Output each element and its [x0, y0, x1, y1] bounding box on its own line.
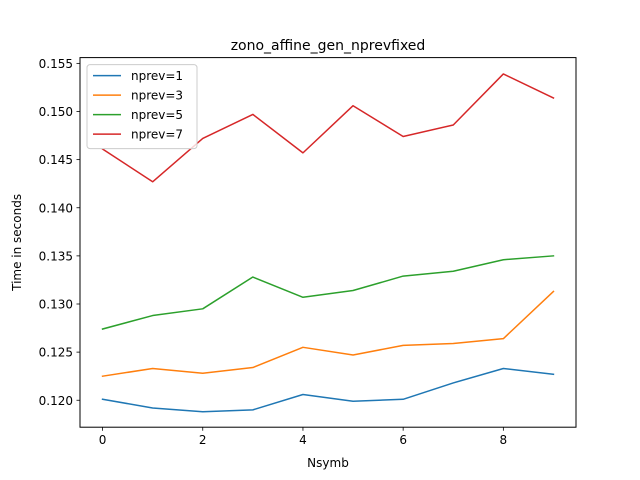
y-axis-ticks: 0.120 0.125 0.130 0.135 0.140 0.145 0.150 0.155 [39, 57, 80, 408]
y-tick-label: 0.140 [39, 201, 73, 215]
plot-frame [79, 57, 577, 428]
x-tick-label: 6 [399, 433, 407, 447]
legend-label: nprev=1 [131, 69, 183, 83]
y-tick-label: 0.135 [39, 249, 73, 263]
x-tick-label: 0 [99, 433, 107, 447]
x-axis-ticks: 0 2 4 6 8 [99, 427, 507, 447]
series-line-nprev-3 [101, 290, 555, 378]
y-tick-label: 0.145 [39, 153, 73, 167]
chart-title: zono_affine_gen_nprevfixed [231, 38, 426, 54]
y-tick-label: 0.130 [39, 298, 73, 312]
legend: nprev=1 nprev=3 nprev=5 nprev=7 [86, 64, 198, 150]
legend-label: nprev=7 [131, 128, 183, 142]
x-tick-label: 4 [299, 433, 307, 447]
x-axis-label: Nsymb [307, 456, 349, 470]
legend-box [86, 64, 198, 150]
y-tick-label: 0.155 [39, 57, 73, 71]
x-tick-label: 2 [199, 433, 207, 447]
y-tick-label: 0.150 [39, 105, 73, 119]
y-tick-label: 0.125 [39, 346, 73, 360]
legend-label: nprev=3 [131, 89, 183, 103]
y-tick-label: 0.120 [39, 394, 73, 408]
series-line-nprev-1 [101, 367, 555, 413]
y-axis-label: Time in seconds [10, 194, 24, 292]
legend-label: nprev=5 [131, 108, 183, 122]
series-line-nprev-7 [101, 73, 555, 183]
x-tick-label: 8 [500, 433, 508, 447]
series-line-nprev-5 [101, 255, 555, 330]
series-layer [101, 73, 555, 413]
